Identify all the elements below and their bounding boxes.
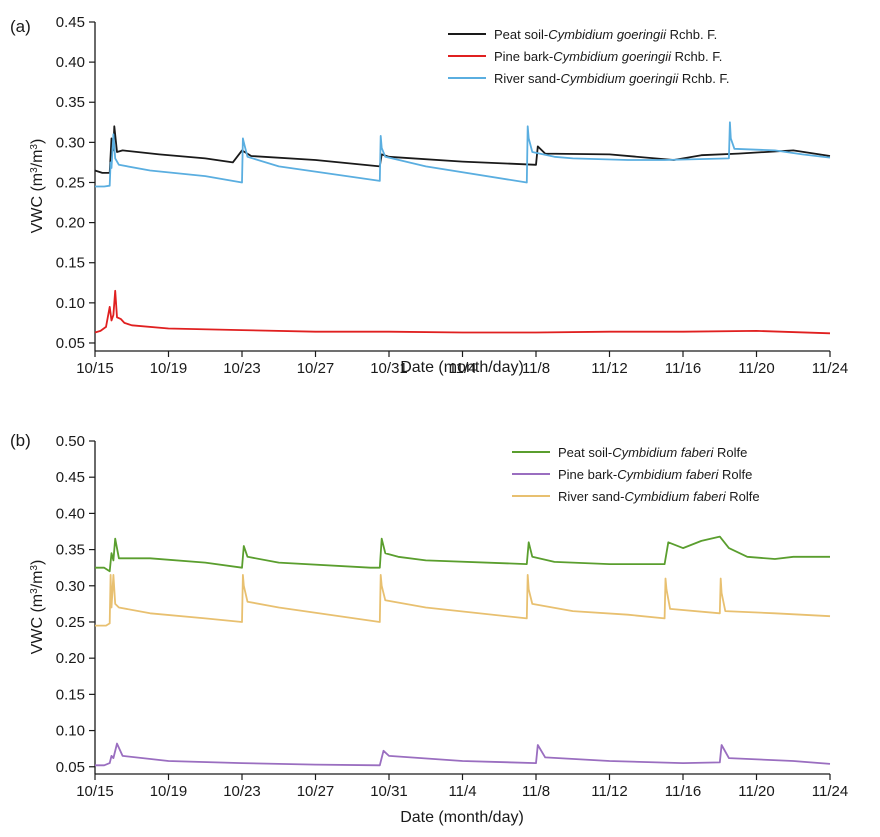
y-tick-label: 0.05: [56, 759, 85, 776]
legend-label-part: Rolfe: [726, 489, 760, 504]
y-tick-label: 0.25: [56, 614, 85, 631]
legend-label-part: River sand-: [494, 71, 560, 86]
panel-label: (b): [10, 431, 31, 450]
y-tick-label: 0.15: [56, 686, 85, 703]
legend-label-part: Rolfe: [713, 445, 747, 460]
legend-label-part: Pine bark-: [494, 49, 553, 64]
series-line-3: [95, 574, 831, 627]
legend-label-part: Pine bark-: [558, 467, 617, 482]
y-tick-label: 0.35: [56, 542, 85, 559]
legend-label-1: Peat soil-Cymbidium goeringii Rchb. F.: [494, 27, 717, 42]
x-axis-title: Date (month/day): [400, 359, 524, 376]
legend-label-part: Rchb. F.: [678, 71, 729, 86]
legend-label-2: Pine bark-Cymbidium goeringii Rchb. F.: [494, 49, 722, 64]
legend-label-part: Cymbidium faberi: [612, 445, 714, 460]
y-axis-title-part: 3: [29, 588, 40, 594]
x-tick-label: 11/24: [812, 360, 848, 377]
y-tick-label: 0.05: [56, 335, 85, 352]
y-tick-label: 0.10: [56, 723, 85, 740]
series-line-3: [95, 121, 831, 188]
legend-label-part: Cymbidium goeringii: [553, 49, 672, 64]
legend-label-part: Rchb. F.: [666, 27, 717, 42]
legend-label-part: Cymbidium faberi: [624, 489, 726, 504]
x-tick-label: 10/27: [297, 783, 335, 800]
series-line-1: [95, 535, 830, 573]
legend-label-part: Cymbidium goeringii: [548, 27, 667, 42]
y-tick-label: 0.20: [56, 215, 85, 232]
legend-label-part: Rchb. F.: [671, 49, 722, 64]
y-tick-label: 0.45: [56, 14, 85, 31]
y-tick-label: 0.20: [56, 650, 85, 667]
y-tick-label: 0.30: [56, 134, 85, 151]
y-tick-label: 0.30: [56, 578, 85, 595]
legend-label-part: Peat soil-: [494, 27, 548, 42]
x-tick-label: 11/20: [738, 360, 774, 377]
legend-label-part: River sand-: [558, 489, 624, 504]
y-axis-title-part: 3: [29, 144, 40, 150]
x-tick-label: 10/15: [76, 783, 114, 800]
x-tick-label: 11/12: [591, 783, 627, 800]
x-tick-label: 11/24: [812, 783, 848, 800]
x-tick-label: 10/15: [76, 360, 114, 377]
x-tick-label: 10/27: [297, 360, 335, 377]
x-tick-label: 11/20: [738, 783, 774, 800]
y-tick-label: 0.15: [56, 255, 85, 272]
y-axis-title: VWC (m3/m3): [29, 560, 47, 655]
y-axis-title-part: ): [29, 560, 46, 565]
y-tick-label: 0.25: [56, 174, 85, 191]
y-tick-label: 0.40: [56, 54, 85, 71]
y-axis-title-part: 3: [29, 565, 40, 571]
x-tick-label: 10/19: [150, 360, 188, 377]
x-tick-label: 10/31: [370, 360, 408, 377]
y-axis-title-part: VWC (m: [29, 594, 46, 654]
series-line-2: [95, 742, 831, 767]
chart-panel-a: (a) 0.05 0.10 0.15 0.20 0.25 0.30 0.35 0.40 0.45 1…: [10, 14, 848, 377]
y-tick-label: 0.10: [56, 295, 85, 312]
y-axis-title-part: VWC (m: [29, 173, 46, 233]
x-tick-label: 11/16: [665, 783, 701, 800]
y-axis-title: VWC (m3/m3): [29, 139, 47, 234]
y-axis-title-part: /m: [29, 150, 46, 168]
chart-panel-b: (b) 0.05 0.10 0.15 0.20 0.25 0.30 0.35 0.40 0.45 0…: [10, 431, 848, 826]
y-tick-label: 0.45: [56, 469, 85, 486]
x-tick-label: 10/19: [150, 783, 188, 800]
x-tick-label: 11/8: [522, 783, 550, 800]
series-line-2: [94, 289, 831, 335]
legend-label-part: Rolfe: [718, 467, 752, 482]
legend-label-3: River sand-Cymbidium faberi Rolfe: [558, 489, 760, 504]
legend-label-2: Pine bark-Cymbidium faberi Rolfe: [558, 467, 752, 482]
panel-label: (a): [10, 17, 31, 36]
series-line-1: [94, 125, 831, 174]
x-axis-title: Date (month/day): [400, 809, 524, 826]
x-tick-label: 10/23: [223, 360, 261, 377]
x-tick-label: 11/4: [448, 783, 476, 800]
legend-label-1: Peat soil-Cymbidium faberi Rolfe: [558, 445, 747, 460]
legend-label-part: Peat soil-: [558, 445, 612, 460]
x-tick-label: 11/16: [665, 360, 701, 377]
x-tick-label: 10/31: [370, 783, 408, 800]
y-tick-label: 0.50: [56, 433, 85, 450]
x-tick-label: 11/12: [591, 360, 627, 377]
legend-label-part: Cymbidium goeringii: [560, 71, 679, 86]
y-axis-title-part: /m: [29, 571, 46, 589]
x-tick-label: 11/4: [448, 360, 476, 377]
y-tick-label: 0.40: [56, 505, 85, 522]
x-tick-label: 10/23: [223, 783, 261, 800]
legend-label-3: River sand-Cymbidium goeringii Rchb. F.: [494, 71, 730, 86]
legend-label-part: Cymbidium faberi: [617, 467, 719, 482]
y-tick-label: 0.35: [56, 94, 85, 111]
y-axis-title-part: ): [29, 139, 46, 144]
y-axis-title-part: 3: [29, 167, 40, 173]
x-tick-label: 11/8: [522, 360, 550, 377]
